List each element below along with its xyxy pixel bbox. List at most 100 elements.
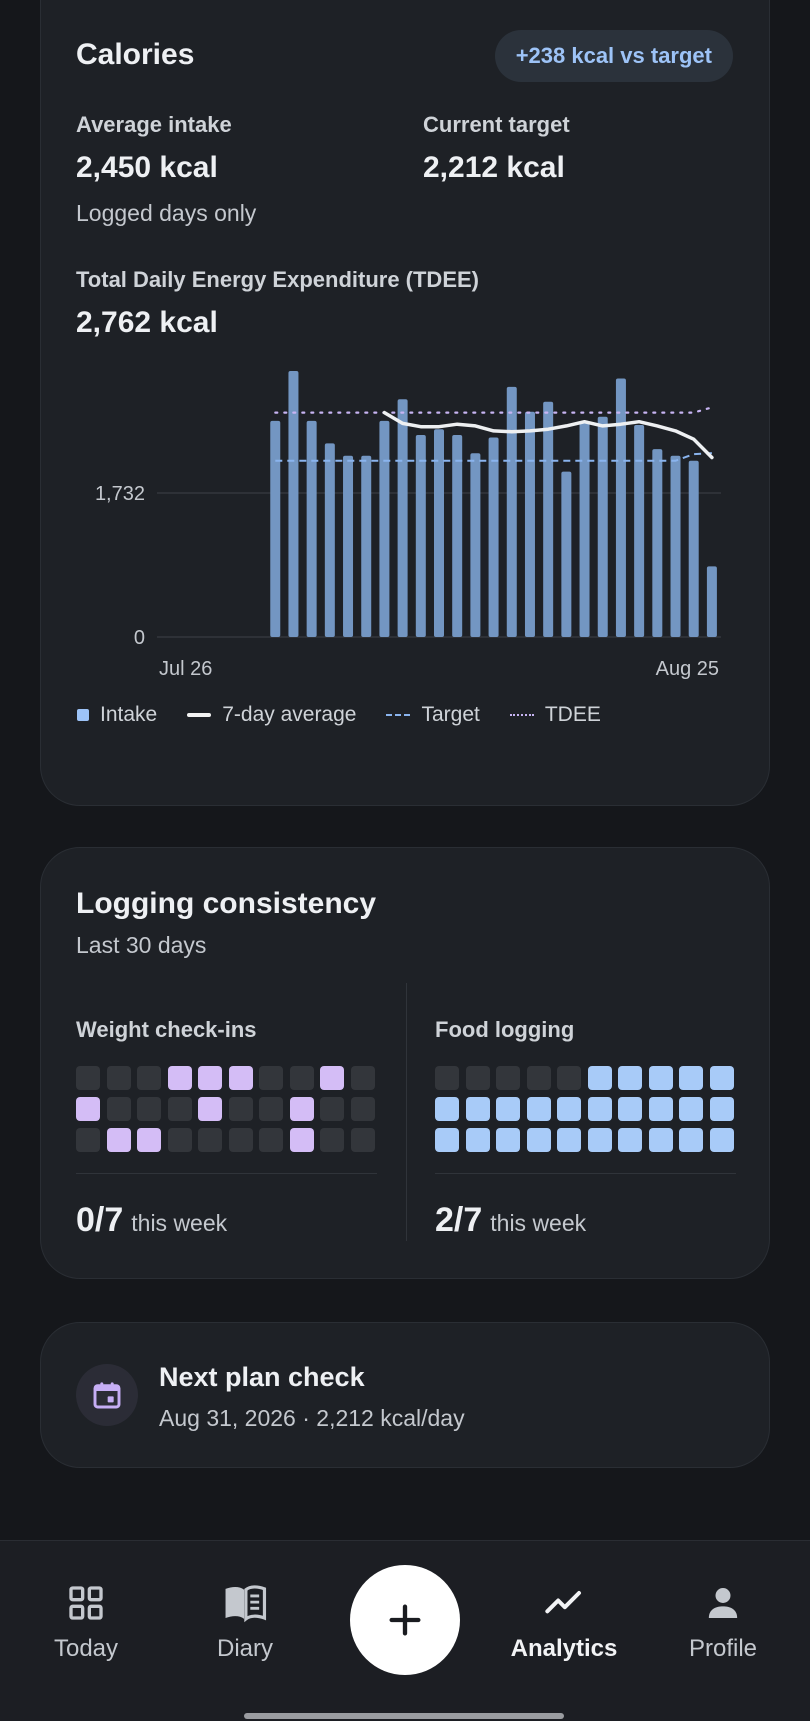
weight-day-cell xyxy=(259,1066,283,1090)
calories-card: Calories +238 kcal vs target Average int… xyxy=(40,0,770,806)
nav-today-label: Today xyxy=(53,1635,119,1662)
current-target-label: Current target xyxy=(423,112,570,137)
intake-bar xyxy=(688,460,699,637)
next-plan-check-card[interactable]: Next plan check Aug 31, 2026 · 2,212 kca… xyxy=(40,1322,770,1468)
intake-bar xyxy=(415,435,426,637)
y-tick-label: 1,732 xyxy=(95,483,145,505)
intake-bar xyxy=(615,378,626,637)
food-day-cell xyxy=(709,1066,734,1090)
weight-day-cell xyxy=(228,1066,253,1090)
weight-day-cell xyxy=(320,1097,344,1121)
legend-tdee: TDEE xyxy=(509,703,601,727)
food-week-summary: 2/7 this week xyxy=(435,1201,586,1240)
add-button[interactable] xyxy=(350,1565,460,1675)
weight-day-cell xyxy=(167,1128,192,1152)
weight-day-cell xyxy=(137,1097,161,1121)
average-intake-note: Logged days only xyxy=(76,200,257,226)
plan-check-title: Next plan check xyxy=(159,1362,365,1392)
food-day-cell xyxy=(496,1066,520,1090)
weight-day-cell xyxy=(76,1097,100,1121)
7-day-average-line xyxy=(382,410,714,460)
food-day-cell xyxy=(435,1128,459,1152)
intake-bar xyxy=(470,453,481,637)
legend-7day: 7-day average xyxy=(187,703,356,727)
weight-day-cell xyxy=(259,1097,283,1121)
weight-week-count: 0/7 xyxy=(76,1201,124,1239)
bottom-nav: Today Diary Analytics Profile xyxy=(0,1540,810,1721)
nav-diary-label: Diary xyxy=(216,1635,273,1662)
food-day-cell xyxy=(679,1066,703,1090)
legend-target-swatch xyxy=(386,714,411,716)
logging-title: Logging consistency xyxy=(76,887,377,920)
weight-day-cell xyxy=(228,1128,253,1152)
intake-bar xyxy=(452,435,463,637)
calendar-icon xyxy=(76,1364,138,1426)
weight-day-cell xyxy=(198,1097,222,1121)
y-tick-label: 0 xyxy=(134,627,145,649)
plan-check-detail: Aug 31, 2026 · 2,212 kcal/day xyxy=(159,1405,465,1431)
food-day-cell xyxy=(709,1128,734,1152)
target-line xyxy=(275,452,712,462)
intake-bar xyxy=(488,437,499,637)
intake-bar xyxy=(524,411,535,637)
home-indicator xyxy=(244,1713,564,1719)
food-logging-grid xyxy=(435,1066,739,1152)
nav-today[interactable]: Today xyxy=(16,1581,156,1663)
food-day-cell xyxy=(557,1066,581,1090)
weight-day-cell xyxy=(289,1128,314,1152)
calories-title: Calories xyxy=(76,38,195,71)
weight-day-cell xyxy=(76,1066,100,1090)
legend-target: Target xyxy=(386,703,480,727)
food-day-cell xyxy=(435,1097,459,1121)
nav-profile[interactable]: Profile xyxy=(653,1581,793,1663)
person-icon xyxy=(653,1581,793,1625)
food-day-cell xyxy=(679,1128,703,1152)
food-day-cell xyxy=(679,1097,703,1121)
weight-day-cell xyxy=(167,1066,192,1090)
food-day-cell xyxy=(648,1066,673,1090)
food-day-cell xyxy=(557,1128,581,1152)
weight-day-cell xyxy=(289,1097,314,1121)
trending-icon xyxy=(494,1581,634,1625)
weight-day-cell xyxy=(350,1066,375,1090)
food-day-cell xyxy=(587,1128,612,1152)
weight-day-cell xyxy=(137,1066,161,1090)
food-day-cell xyxy=(648,1097,673,1121)
average-intake-value: 2,450 kcal xyxy=(76,151,218,184)
nav-analytics-label: Analytics xyxy=(510,1635,618,1662)
intake-bar xyxy=(506,386,517,637)
logging-consistency-card: Logging consistency Last 30 days Weight … xyxy=(40,847,770,1279)
food-day-cell xyxy=(526,1128,551,1152)
weight-day-cell xyxy=(228,1097,253,1121)
food-day-cell xyxy=(618,1066,642,1090)
weight-day-cell xyxy=(198,1066,222,1090)
intake-bar xyxy=(706,566,717,637)
intake-bar xyxy=(288,371,299,637)
weight-day-cell xyxy=(259,1128,283,1152)
food-day-cell xyxy=(526,1097,551,1121)
weight-day-cell xyxy=(106,1128,131,1152)
weight-day-cell xyxy=(76,1128,100,1152)
current-target-value: 2,212 kcal xyxy=(423,151,565,184)
tdee-label: Total Daily Energy Expenditure (TDEE) xyxy=(76,267,479,292)
tdee-value: 2,762 kcal xyxy=(76,306,218,339)
food-day-cell xyxy=(618,1097,642,1121)
weight-checkins-label: Weight check-ins xyxy=(76,1017,257,1042)
legend-intake-swatch xyxy=(77,709,89,721)
weight-day-cell xyxy=(167,1097,192,1121)
weight-day-cell xyxy=(106,1097,131,1121)
food-day-cell xyxy=(618,1128,642,1152)
intake-bar xyxy=(343,455,354,637)
intake-bar xyxy=(634,425,645,637)
section-divider xyxy=(406,983,407,1241)
legend-tdee-swatch xyxy=(509,714,534,716)
x-tick-label-end: Aug 25 xyxy=(656,658,719,680)
book-icon xyxy=(175,1581,315,1625)
logging-subtitle: Last 30 days xyxy=(76,932,207,958)
weight-day-cell xyxy=(350,1097,375,1121)
intake-bar xyxy=(379,420,390,637)
nav-diary[interactable]: Diary xyxy=(175,1581,315,1663)
legend-intake: Intake xyxy=(77,703,157,727)
nav-analytics[interactable]: Analytics xyxy=(494,1581,634,1663)
